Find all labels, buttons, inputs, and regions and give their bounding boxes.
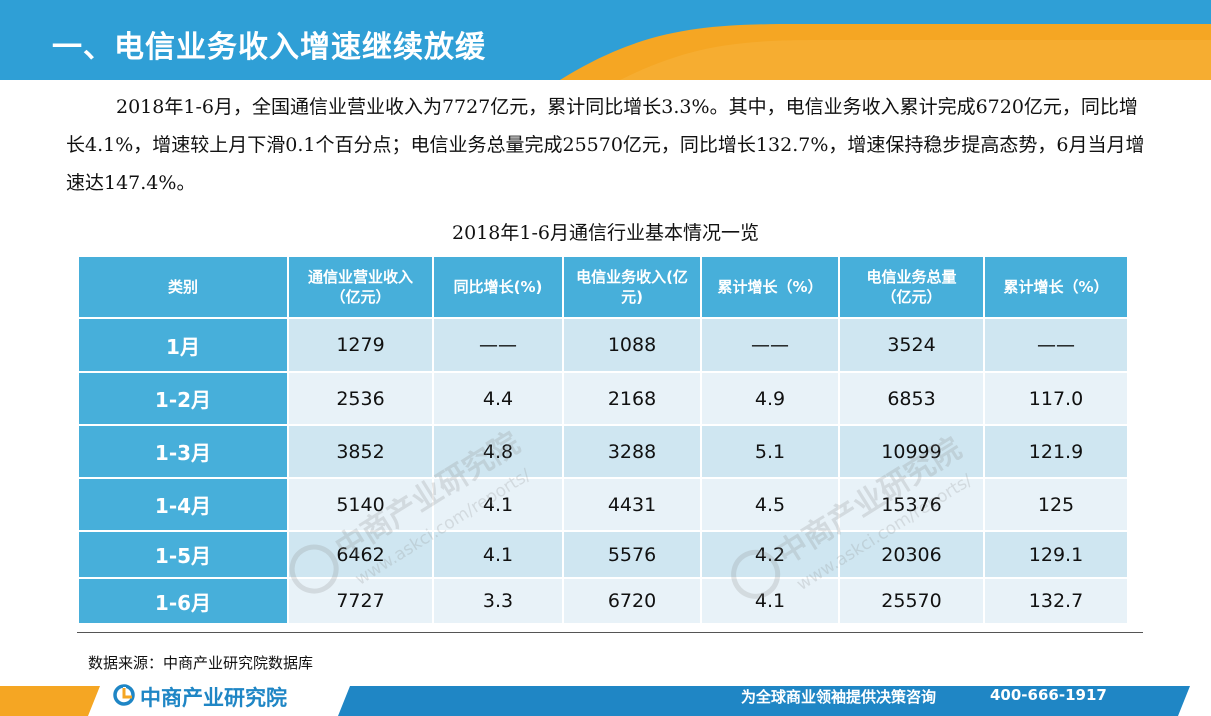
- cell-telecom-volume: 6853: [838, 371, 985, 426]
- row-label: 1-4月: [77, 477, 289, 532]
- cell-yoy-growth: 3.3: [432, 577, 564, 625]
- header-orange-swoosh: [560, 24, 1211, 80]
- header-line: （亿元）: [330, 288, 391, 306]
- cell-cumulative-growth-2: 121.9: [983, 424, 1129, 479]
- footer-bar: [0, 680, 1211, 716]
- header-banner: 一、电信业务收入增速继续放缓: [0, 0, 1211, 80]
- cell-telecom-revenue: 6720: [562, 577, 702, 625]
- table-row: 1-6月 7727 3.3 6720 4.1 25570 132.7: [77, 577, 1129, 625]
- cell-cumulative-growth-1: 4.2: [700, 530, 840, 579]
- row-label: 1-3月: [77, 424, 289, 479]
- cell-telecom-volume: 3524: [838, 317, 985, 373]
- footer-slogan: 为全球商业领袖提供决策咨询: [741, 688, 937, 706]
- cell-telecom-revenue: 1088: [562, 317, 702, 373]
- cell-yoy-growth: 4.4: [432, 371, 564, 426]
- intro-paragraph: 2018年1-6月，全国通信业营业收入为7727亿元，累计同比增长3.3%。其中…: [66, 96, 1145, 194]
- table-row: 1-3月 3852 4.8 3288 5.1 10999 121.9: [77, 424, 1129, 479]
- cell-cumulative-growth-1: 5.1: [700, 424, 840, 479]
- cell-telecom-revenue: 3288: [562, 424, 702, 479]
- cell-cumulative-growth-1: ——: [700, 317, 840, 373]
- cell-cumulative-growth-2: 132.7: [983, 577, 1129, 625]
- table-row: 1-4月 5140 4.1 4431 4.5 15376 125: [77, 477, 1129, 532]
- cell-yoy-growth: 4.1: [432, 477, 564, 532]
- header-telecom-volume: 电信业务总量 （亿元）: [838, 255, 985, 319]
- cell-cumulative-growth-1: 4.9: [700, 371, 840, 426]
- cell-yoy-growth: 4.1: [432, 530, 564, 579]
- cell-telecom-volume: 20306: [838, 530, 985, 579]
- cell-cumulative-growth-1: 4.5: [700, 477, 840, 532]
- table-row: 1-2月 2536 4.4 2168 4.9 6853 117.0: [77, 371, 1129, 426]
- cell-comm-revenue: 1279: [287, 317, 434, 373]
- header-comm-revenue: 通信业营业收入 （亿元）: [287, 255, 434, 319]
- header-line: 电信业务总量: [866, 268, 957, 286]
- header-line: 同比增长(%): [453, 278, 543, 296]
- header-line: （亿元）: [881, 288, 942, 306]
- cell-cumulative-growth-2: ——: [983, 317, 1129, 373]
- cell-telecom-revenue: 5576: [562, 530, 702, 579]
- row-label: 1-5月: [77, 530, 289, 579]
- cell-comm-revenue: 7727: [287, 577, 434, 625]
- header-yoy-growth: 同比增长(%): [432, 255, 564, 319]
- row-label: 1-6月: [77, 577, 289, 625]
- cell-comm-revenue: 5140: [287, 477, 434, 532]
- cell-cumulative-growth-2: 117.0: [983, 371, 1129, 426]
- header-telecom-revenue: 电信业务收入(亿 元): [562, 255, 702, 319]
- cell-comm-revenue: 6462: [287, 530, 434, 579]
- cell-telecom-volume: 10999: [838, 424, 985, 479]
- table-row: 1-5月 6462 4.1 5576 4.2 20306 129.1: [77, 530, 1129, 579]
- cell-telecom-revenue: 4431: [562, 477, 702, 532]
- header-category: 类别: [77, 255, 289, 319]
- header-cumulative-growth-1: 累计增长（%）: [700, 255, 840, 319]
- telecom-stats-table: 类别 通信业营业收入 （亿元） 同比增长(%) 电信业务收入(亿 元) 累计增长（%…: [77, 255, 1129, 625]
- askci-logo-icon: [113, 684, 135, 706]
- data-source: 数据来源：中商产业研究院数据库: [88, 654, 314, 672]
- cell-cumulative-growth-2: 125: [983, 477, 1129, 532]
- footer-logo-text: 中商产业研究院: [140, 686, 287, 710]
- table-header-row: 类别 通信业营业收入 （亿元） 同比增长(%) 电信业务收入(亿 元) 累计增长（%…: [77, 255, 1129, 319]
- header-line: 累计增长（%）: [717, 278, 823, 296]
- table-caption: 2018年1-6月通信行业基本情况一览: [452, 222, 759, 244]
- cell-cumulative-growth-2: 129.1: [983, 530, 1129, 579]
- cell-telecom-volume: 25570: [838, 577, 985, 625]
- header-line: 电信业务收入(亿: [576, 268, 688, 286]
- cell-cumulative-growth-1: 4.1: [700, 577, 840, 625]
- cell-yoy-growth: 4.8: [432, 424, 564, 479]
- header-line: 元): [621, 288, 643, 306]
- table-row: 1月 1279 —— 1088 —— 3524 ——: [77, 317, 1129, 373]
- cell-comm-revenue: 3852: [287, 424, 434, 479]
- row-label: 1-2月: [77, 371, 289, 426]
- row-label: 1月: [77, 317, 289, 373]
- cell-telecom-revenue: 2168: [562, 371, 702, 426]
- cell-yoy-growth: ——: [432, 317, 564, 373]
- header-line: 通信业营业收入: [307, 268, 413, 286]
- header-cumulative-growth-2: 累计增长（%）: [983, 255, 1129, 319]
- page-title: 一、电信业务收入增速继续放缓: [52, 30, 486, 65]
- cell-telecom-volume: 15376: [838, 477, 985, 532]
- cell-comm-revenue: 2536: [287, 371, 434, 426]
- source-divider: [77, 632, 1143, 633]
- header-line: 类别: [167, 278, 198, 296]
- header-line: 累计增长（%）: [1003, 278, 1109, 296]
- footer-phone: 400-666-1917: [990, 686, 1107, 704]
- footer-shapes: [0, 686, 1190, 716]
